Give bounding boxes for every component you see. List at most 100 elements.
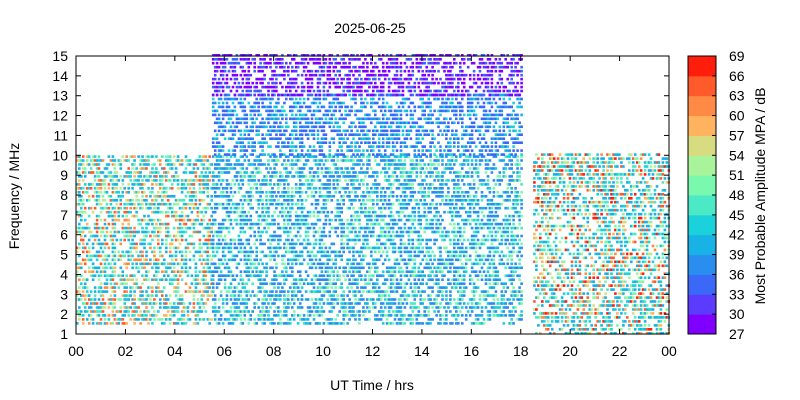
data-point bbox=[172, 290, 176, 293]
data-point bbox=[166, 222, 170, 226]
data-point bbox=[129, 286, 132, 289]
data-point bbox=[239, 210, 243, 214]
data-point bbox=[391, 171, 395, 174]
data-point bbox=[443, 286, 446, 289]
data-point bbox=[330, 322, 334, 325]
data-point bbox=[350, 155, 353, 158]
data-point bbox=[462, 302, 466, 305]
data-point bbox=[480, 322, 484, 325]
data-point bbox=[247, 175, 251, 178]
data-point bbox=[431, 318, 434, 321]
data-point bbox=[198, 306, 202, 309]
data-point bbox=[172, 202, 176, 206]
data-point bbox=[206, 238, 210, 242]
data-point bbox=[243, 310, 247, 313]
data-point bbox=[105, 230, 109, 234]
data-point bbox=[459, 282, 462, 285]
data-point bbox=[127, 218, 130, 222]
data-point bbox=[484, 294, 488, 297]
data-point bbox=[127, 238, 130, 242]
data-point bbox=[257, 222, 260, 226]
data-point bbox=[399, 278, 403, 281]
data-point bbox=[221, 179, 225, 182]
data-point bbox=[210, 270, 213, 273]
data-point bbox=[239, 290, 243, 293]
data-point bbox=[125, 310, 128, 313]
data-point bbox=[383, 206, 387, 210]
data-point bbox=[364, 254, 367, 258]
data-point bbox=[202, 159, 206, 162]
data-point bbox=[405, 298, 409, 301]
data-point bbox=[366, 298, 369, 301]
data-point bbox=[326, 302, 330, 305]
data-point bbox=[227, 159, 231, 162]
data-point bbox=[251, 206, 254, 210]
data-point bbox=[217, 318, 221, 321]
data-point bbox=[413, 218, 417, 222]
data-point bbox=[435, 274, 438, 277]
data-point bbox=[488, 254, 492, 258]
data-point bbox=[350, 222, 353, 226]
data-point bbox=[245, 238, 249, 242]
data-point bbox=[292, 234, 296, 238]
data-point bbox=[194, 222, 198, 226]
data-point bbox=[253, 322, 256, 325]
data-point bbox=[241, 163, 245, 166]
data-point bbox=[182, 262, 186, 266]
data-point bbox=[306, 183, 310, 186]
data-point bbox=[117, 214, 121, 218]
data-point bbox=[441, 195, 444, 198]
data-point bbox=[119, 318, 123, 321]
data-point bbox=[80, 210, 83, 214]
data-point bbox=[190, 199, 194, 202]
data-point bbox=[431, 306, 434, 309]
data-point bbox=[395, 234, 399, 238]
data-point bbox=[180, 218, 184, 222]
data-point bbox=[241, 250, 245, 254]
data-point bbox=[421, 282, 424, 285]
data-point bbox=[202, 206, 206, 210]
data-point bbox=[389, 226, 393, 230]
data-point bbox=[143, 302, 146, 305]
data-point bbox=[476, 199, 480, 202]
data-point bbox=[168, 294, 172, 297]
data-point bbox=[174, 218, 178, 222]
data-point bbox=[273, 314, 276, 317]
data-point bbox=[459, 294, 462, 297]
data-point bbox=[93, 274, 97, 277]
data-point bbox=[253, 222, 256, 226]
data-point bbox=[155, 206, 158, 210]
data-point bbox=[356, 218, 359, 222]
data-point bbox=[330, 210, 334, 214]
data-point bbox=[316, 322, 320, 325]
data-point bbox=[486, 187, 490, 190]
data-point bbox=[229, 238, 233, 242]
data-point bbox=[322, 322, 326, 325]
data-point bbox=[149, 206, 152, 210]
data-point bbox=[296, 167, 300, 170]
data-point bbox=[223, 266, 227, 270]
data-point bbox=[157, 206, 160, 210]
data-point bbox=[91, 302, 95, 305]
data-point bbox=[472, 230, 476, 234]
data-point bbox=[217, 278, 221, 281]
data-point bbox=[401, 191, 405, 194]
data-point bbox=[139, 187, 142, 190]
data-point bbox=[376, 274, 379, 277]
data-point bbox=[119, 258, 123, 262]
data-point bbox=[429, 322, 432, 325]
data-point bbox=[332, 298, 336, 301]
data-point bbox=[302, 183, 306, 186]
data-point bbox=[419, 234, 422, 238]
data-point bbox=[366, 306, 369, 309]
data-point bbox=[105, 242, 109, 246]
data-point bbox=[202, 191, 206, 194]
data-point bbox=[285, 230, 288, 234]
data-point bbox=[484, 222, 488, 226]
data-point bbox=[401, 242, 405, 246]
data-point bbox=[163, 306, 166, 309]
data-point bbox=[405, 187, 409, 190]
data-point bbox=[233, 175, 237, 178]
data-point bbox=[211, 222, 215, 226]
data-point bbox=[166, 262, 170, 266]
